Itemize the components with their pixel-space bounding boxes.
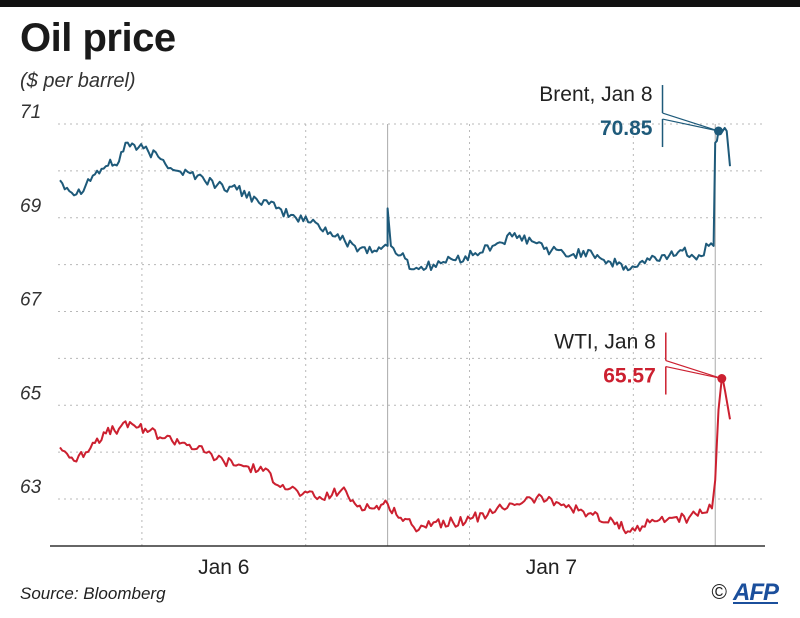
credit: © AFP	[711, 579, 779, 607]
source-note: Source: Bloomberg	[20, 584, 166, 603]
x-tick-label: Jan 7	[526, 556, 577, 579]
callout-leader	[662, 118, 719, 132]
y-tick-label: 65	[20, 383, 42, 404]
series-name-label-brent: Brent, Jan 8	[539, 83, 652, 106]
y-tick-label: 63	[20, 477, 42, 498]
chart-title: Oil price	[20, 16, 176, 60]
chart-subtitle: ($ per barrel)	[20, 70, 136, 92]
series-line-wti	[59, 377, 731, 535]
afp-logo: AFP	[733, 579, 779, 606]
y-tick-label: 71	[20, 102, 41, 123]
callout-leader	[665, 365, 722, 380]
y-tick-label: 69	[20, 196, 42, 217]
top-rule	[0, 0, 800, 7]
callout-leader	[665, 359, 722, 380]
series-value-label-wti: 65.57	[603, 365, 656, 388]
x-tick-label: Jan 6	[198, 556, 249, 579]
y-tick-label: 67	[20, 290, 43, 311]
copyright-icon: ©	[711, 581, 727, 604]
callout-leader	[662, 112, 719, 132]
series-value-label-brent: 70.85	[600, 117, 653, 140]
series-name-label-wti: WTI, Jan 8	[554, 331, 656, 354]
series-line-brent	[59, 126, 731, 272]
